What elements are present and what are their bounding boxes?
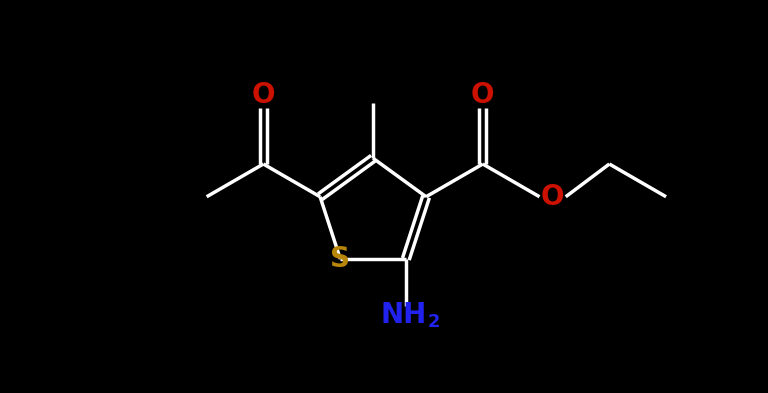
Text: NH: NH [380, 301, 427, 329]
Text: S: S [330, 245, 350, 273]
Text: O: O [471, 81, 495, 109]
Text: O: O [252, 81, 275, 109]
Text: O: O [541, 183, 564, 211]
Text: 2: 2 [428, 313, 441, 331]
